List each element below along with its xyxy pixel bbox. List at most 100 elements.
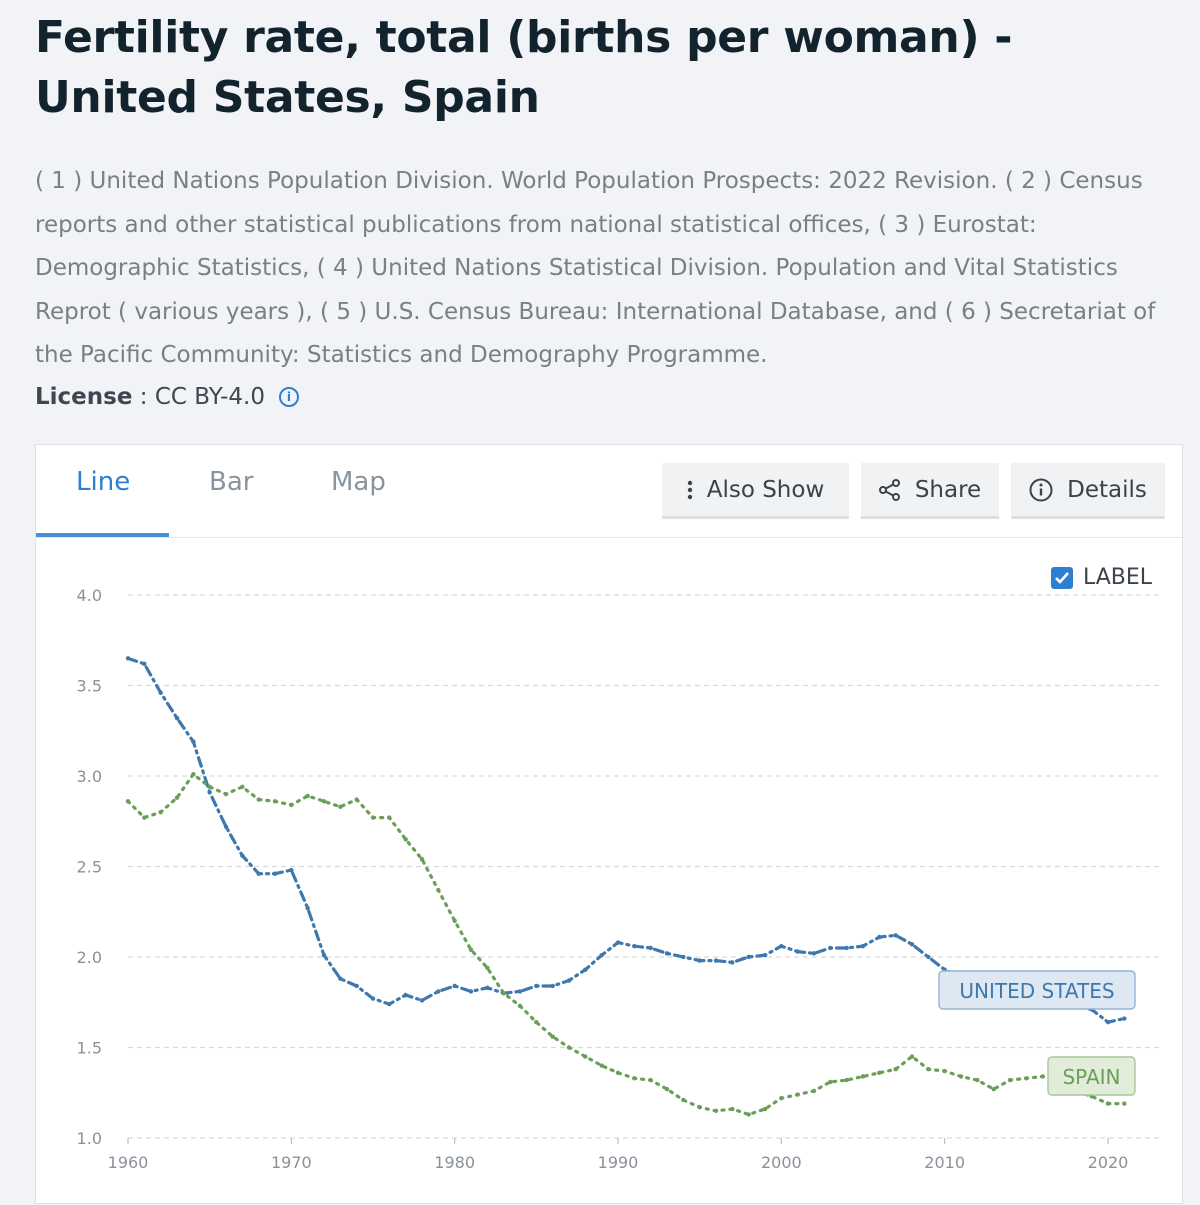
data-point xyxy=(436,887,441,893)
data-point xyxy=(289,867,294,873)
data-point xyxy=(844,945,849,951)
data-point xyxy=(338,804,343,809)
data-point xyxy=(305,905,310,911)
details-label: Details xyxy=(1067,476,1147,503)
y-tick-label: 1.0 xyxy=(77,1129,102,1148)
y-tick-label: 2.5 xyxy=(77,858,102,877)
license-separator: : xyxy=(132,383,155,410)
data-point xyxy=(158,690,163,695)
data-point xyxy=(125,656,131,661)
details-button[interactable]: Details xyxy=(1011,463,1165,519)
data-point xyxy=(223,791,229,797)
x-tick-label: 1990 xyxy=(598,1153,639,1172)
data-point xyxy=(305,793,310,799)
data-point xyxy=(926,954,931,960)
data-point xyxy=(207,784,212,790)
share-button[interactable]: Share xyxy=(861,463,999,519)
data-point xyxy=(370,996,376,1001)
data-point xyxy=(632,1076,637,1081)
data-point xyxy=(1122,1101,1127,1106)
data-point xyxy=(697,1105,702,1110)
data-point xyxy=(517,989,523,994)
share-label: Share xyxy=(914,476,982,503)
data-point xyxy=(648,945,653,951)
data-point xyxy=(877,1070,882,1076)
data-point xyxy=(746,954,751,960)
data-point xyxy=(223,824,229,829)
data-point xyxy=(452,918,457,923)
data-point xyxy=(991,1086,996,1092)
data-point xyxy=(321,799,327,804)
data-point xyxy=(354,983,359,989)
data-point xyxy=(240,853,245,858)
also-show-label: Also Show xyxy=(706,476,825,503)
y-tick-label: 1.5 xyxy=(77,1039,102,1058)
label-checkbox[interactable] xyxy=(1050,566,1073,589)
series-line-united-states xyxy=(126,656,1126,1024)
data-point xyxy=(648,1077,653,1083)
data-point xyxy=(468,947,474,952)
sources-text: ( 1 ) United Nations Population Division… xyxy=(35,168,1156,369)
data-point xyxy=(811,951,817,956)
x-tick-label: 1980 xyxy=(434,1153,475,1172)
share-icon xyxy=(878,478,900,501)
series-label-box xyxy=(1047,1056,1136,1096)
data-point xyxy=(795,949,800,954)
data-point xyxy=(468,989,474,994)
data-point xyxy=(370,815,376,820)
data-point xyxy=(730,960,735,965)
also-show-button[interactable]: Also Show xyxy=(662,463,849,519)
x-tick-label: 2010 xyxy=(924,1153,965,1172)
data-point xyxy=(256,797,261,802)
data-point xyxy=(1122,1016,1127,1021)
license-value: CC BY-4.0 xyxy=(154,383,265,410)
license-info-icon[interactable]: i xyxy=(278,386,299,407)
data-point xyxy=(174,715,180,721)
tab-map[interactable]: Map xyxy=(331,467,386,497)
data-point xyxy=(681,1097,686,1103)
data-point xyxy=(387,815,392,820)
data-point xyxy=(599,952,604,958)
data-point xyxy=(860,943,866,949)
header: Fertility rate, total (births per woman)… xyxy=(35,8,1175,410)
page-title: Fertility rate, total (births per woman)… xyxy=(35,12,1013,123)
data-point xyxy=(893,933,898,938)
data-point xyxy=(256,871,261,876)
x-tick-label: 2000 xyxy=(761,1153,802,1172)
data-point xyxy=(713,1108,719,1114)
tab-line[interactable]: Line xyxy=(76,467,131,497)
data-point xyxy=(958,1074,964,1079)
data-point xyxy=(485,985,490,990)
data-point xyxy=(762,952,768,958)
label-toggle-text: LABEL xyxy=(1082,565,1152,590)
data-point xyxy=(615,1070,621,1076)
label-toggle[interactable]: LABEL xyxy=(1050,565,1152,590)
active-tab-indicator xyxy=(36,533,169,537)
tab-bar[interactable]: Bar xyxy=(209,467,254,497)
data-point xyxy=(191,739,196,744)
data-point xyxy=(534,983,539,989)
data-point xyxy=(942,1068,947,1074)
data-point xyxy=(664,951,670,956)
data-point xyxy=(174,795,180,800)
data-point xyxy=(419,857,425,862)
data-point xyxy=(1007,1077,1013,1083)
data-point xyxy=(534,1019,539,1025)
data-point xyxy=(615,940,621,945)
data-point xyxy=(240,784,245,790)
data-point xyxy=(125,799,131,804)
series-label-box xyxy=(938,970,1136,1010)
data-point xyxy=(893,1067,898,1072)
data-point xyxy=(436,989,441,994)
x-tick-label: 2020 xyxy=(1088,1153,1129,1172)
data-point xyxy=(272,871,278,876)
series-line-spain xyxy=(126,772,1126,1117)
data-point xyxy=(730,1106,735,1112)
data-point xyxy=(1040,1074,1045,1079)
data-point xyxy=(501,991,506,996)
data-point xyxy=(419,998,425,1003)
data-point xyxy=(272,799,278,804)
data-point xyxy=(142,815,147,820)
data-point xyxy=(811,1088,817,1094)
chart-card: Line Bar Map Also Show Share xyxy=(35,444,1183,1204)
